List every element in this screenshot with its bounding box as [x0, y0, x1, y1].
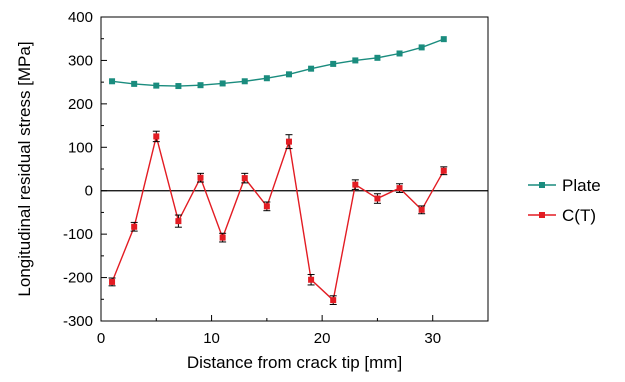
y-tick-label: -200	[63, 270, 93, 287]
data-point-plate	[285, 71, 292, 78]
legend-label-plate: Plate	[562, 176, 601, 195]
x-tick-label: 0	[97, 330, 105, 347]
legend: Plate C(T)	[528, 176, 601, 225]
legend-item-ct: C(T)	[528, 206, 596, 225]
data-point-c-t	[197, 174, 204, 181]
data-point-plate	[131, 80, 138, 87]
data-point-c-t	[308, 276, 315, 283]
x-axis-title: Distance from crack tip [mm]	[187, 353, 402, 372]
y-tick-label: 100	[68, 139, 93, 156]
series-line-plate	[112, 38, 445, 87]
series-c-t	[108, 130, 448, 305]
data-point-c-t	[263, 203, 270, 210]
data-point-plate	[418, 44, 425, 51]
data-point-plate	[352, 57, 359, 64]
legend-item-plate: Plate	[528, 176, 601, 195]
data-point-c-t	[330, 297, 337, 304]
data-point-c-t	[175, 218, 182, 225]
x-tick-label: 10	[203, 330, 220, 347]
data-point-c-t	[219, 234, 226, 241]
series-plate	[109, 36, 447, 90]
data-point-plate	[440, 36, 447, 43]
y-axis: -300 -200 -100 0 100 200 300 400	[63, 9, 107, 330]
plot-frame	[100, 16, 489, 322]
data-point-plate	[219, 80, 226, 87]
x-axis: 0 10 20 30	[97, 315, 489, 347]
y-tick-label: -300	[63, 313, 93, 330]
data-point-plate	[263, 75, 270, 82]
data-point-c-t	[109, 278, 116, 285]
series-layer	[108, 36, 448, 305]
x-tick-label: 20	[314, 330, 331, 347]
data-point-plate	[241, 78, 248, 85]
data-point-plate	[330, 60, 337, 67]
data-point-plate	[153, 82, 160, 89]
data-point-c-t	[418, 206, 425, 213]
data-point-plate	[308, 65, 315, 72]
y-tick-label: 300	[68, 52, 93, 69]
legend-label-ct: C(T)	[562, 206, 596, 225]
data-point-c-t	[374, 195, 381, 202]
data-point-c-t	[131, 223, 138, 230]
y-tick-label: -100	[63, 226, 93, 243]
data-point-c-t	[285, 138, 292, 145]
y-axis-title: Longitudinal residual stress [MPa]	[15, 41, 34, 296]
data-point-c-t	[352, 181, 359, 188]
data-point-plate	[374, 54, 381, 61]
data-point-plate	[175, 83, 182, 90]
data-point-c-t	[440, 167, 447, 174]
data-point-c-t	[153, 133, 160, 140]
data-point-c-t	[396, 185, 403, 192]
data-point-plate	[197, 82, 204, 89]
legend-marker-plate	[539, 182, 545, 188]
data-point-c-t	[241, 175, 248, 182]
y-tick-label: 0	[85, 183, 93, 200]
y-tick-label: 400	[68, 9, 93, 26]
series-line-c-t	[111, 136, 445, 302]
y-tick-label: 200	[68, 96, 93, 113]
data-point-plate	[109, 78, 116, 85]
legend-marker-ct	[539, 212, 545, 218]
plot-area: -300 -200 -100 0 100 200 300 400 0 10 20 30	[63, 9, 489, 347]
data-point-plate	[396, 50, 403, 57]
x-tick-label: 30	[424, 330, 441, 347]
